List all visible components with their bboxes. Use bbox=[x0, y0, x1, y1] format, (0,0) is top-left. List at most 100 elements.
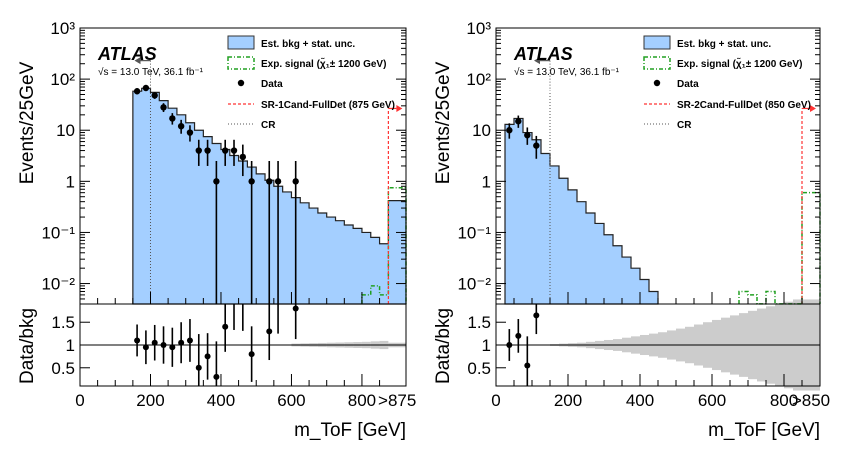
x-tick-label: 200 bbox=[554, 391, 582, 410]
ratio-point bbox=[248, 351, 255, 358]
x-axis-title: m_ToF [GeV] bbox=[294, 420, 406, 441]
ratio-axis-title: Data/bkg bbox=[17, 308, 38, 384]
y-axis-title: Events/25GeV bbox=[433, 61, 454, 184]
ratio-point bbox=[213, 373, 220, 380]
ratio-point bbox=[195, 364, 202, 371]
x-tick-label: 0 bbox=[491, 391, 500, 410]
legend-signal-label: Exp. signal (χ̃₁± 1200 GeV) bbox=[261, 57, 386, 70]
y-tick-label: 1 bbox=[66, 172, 75, 191]
legend-signal-swatch bbox=[227, 56, 255, 70]
experiment-label: ATLAS bbox=[97, 44, 157, 64]
ratio-point bbox=[222, 323, 229, 330]
data-point bbox=[292, 178, 299, 185]
data-point bbox=[186, 129, 194, 136]
ratio-point bbox=[292, 305, 299, 312]
data-point bbox=[142, 84, 150, 92]
x-tick-label: >850 bbox=[792, 391, 830, 410]
x-tick-label: 600 bbox=[698, 391, 726, 410]
ratio-point bbox=[515, 332, 522, 339]
legend-cr-label: CR bbox=[261, 120, 276, 131]
data-point bbox=[133, 88, 141, 95]
ratio-point bbox=[169, 344, 176, 351]
ratio-point bbox=[204, 353, 211, 360]
ratio-point bbox=[533, 312, 540, 319]
data-point bbox=[222, 147, 229, 154]
ratio-y-tick-label: 0.5 bbox=[467, 359, 491, 378]
y-tick-label: 10³ bbox=[466, 19, 491, 38]
data-point bbox=[230, 147, 238, 154]
x-axis-title: m_ToF [GeV] bbox=[708, 420, 820, 441]
x-tick-label: 800 bbox=[348, 391, 376, 410]
data-point bbox=[204, 147, 211, 154]
x-tick-label: 600 bbox=[277, 391, 305, 410]
y-tick-label: 10⁻² bbox=[41, 275, 75, 294]
ratio-y-tick-label: 0.5 bbox=[51, 359, 75, 378]
data-point bbox=[533, 142, 540, 149]
signal-histogram bbox=[738, 191, 821, 305]
ratio-y-tick-label: 1.5 bbox=[467, 313, 491, 332]
ratio-y-tick-label: 1 bbox=[482, 336, 491, 355]
ratio-y-tick-label: 1.5 bbox=[51, 313, 75, 332]
x-tick-label: 800 bbox=[770, 391, 798, 410]
ratio-point bbox=[266, 328, 273, 335]
data-point bbox=[266, 178, 273, 185]
legend-signal-label: Exp. signal (χ̃₁± 1200 GeV) bbox=[677, 57, 802, 70]
ratio-point bbox=[178, 339, 185, 346]
y-tick-label: 10 bbox=[56, 121, 75, 140]
legend-data-label: Data bbox=[677, 79, 699, 90]
cr-arrow-icon bbox=[534, 57, 540, 65]
x-tick-label: 400 bbox=[207, 391, 235, 410]
legend-data-marker bbox=[653, 79, 661, 87]
right-panel: 10⁻² 10⁻¹ 1 10 10² 10³ 0.5 1 1.5 0 200 400 600 800>85… bbox=[433, 19, 830, 441]
ratio-point bbox=[142, 344, 149, 351]
legend-data-marker bbox=[237, 79, 245, 87]
y-axis-title: Events/25GeV bbox=[17, 61, 38, 184]
ratio-y-tick-label: 1 bbox=[66, 336, 75, 355]
data-point bbox=[524, 131, 531, 139]
legend-sr-label: SR-2Cand-FullDet (850 GeV) bbox=[677, 100, 811, 111]
left-panel: 10⁻² 10⁻¹ 1 10 10² 10³ 0.5 1 1.5 0 200 400 600 800 >87… bbox=[17, 19, 416, 441]
legend-sr-label: SR-1Cand-FullDet (875 GeV) bbox=[261, 100, 395, 111]
legend-data-label: Data bbox=[261, 79, 283, 90]
x-tick-label: 200 bbox=[136, 391, 164, 410]
data-point bbox=[151, 92, 158, 99]
data-point bbox=[515, 118, 522, 125]
legend-bkg-swatch bbox=[643, 35, 671, 50]
x-tick-label: 0 bbox=[75, 391, 84, 410]
experiment-label: ATLAS bbox=[513, 44, 573, 64]
x-tick-label: >875 bbox=[378, 391, 416, 410]
y-tick-label: 10 bbox=[472, 121, 491, 140]
x-tick-label: 400 bbox=[626, 391, 654, 410]
y-tick-label: 10⁻¹ bbox=[457, 223, 491, 242]
legend-signal-swatch bbox=[643, 56, 671, 70]
data-point bbox=[169, 115, 176, 122]
ratio-point bbox=[134, 337, 141, 344]
cr-arrow-icon bbox=[134, 57, 141, 65]
y-tick-label: 10³ bbox=[50, 19, 75, 38]
sr-arrow-icon bbox=[810, 104, 816, 112]
y-tick-label: 1 bbox=[482, 172, 491, 191]
legend-bkg-label: Est. bkg + stat. unc. bbox=[261, 39, 355, 50]
y-tick-label: 10⁻¹ bbox=[41, 223, 75, 242]
legend-cr-label: CR bbox=[677, 120, 692, 131]
legend-bkg-label: Est. bkg + stat. unc. bbox=[677, 39, 771, 50]
data-point bbox=[506, 127, 513, 134]
data-point bbox=[177, 122, 185, 130]
data-point bbox=[213, 178, 220, 185]
ratio-point bbox=[186, 337, 193, 344]
data-point bbox=[274, 178, 282, 185]
sr-arrow-icon bbox=[396, 104, 403, 112]
ratio-point bbox=[524, 362, 531, 369]
ratio-axis-title: Data/bkg bbox=[433, 308, 454, 384]
data-point bbox=[248, 178, 255, 185]
background-histogram bbox=[504, 117, 659, 305]
energy-lumi-label: √s = 13.0 TeV, 36.1 fb⁻¹ bbox=[514, 66, 620, 78]
y-tick-label: 10⁻² bbox=[457, 275, 491, 294]
y-tick-label: 10² bbox=[466, 70, 491, 89]
legend-bkg-swatch bbox=[227, 35, 255, 50]
data-point bbox=[195, 147, 202, 154]
data-point bbox=[239, 153, 247, 161]
energy-lumi-label: √s = 13.0 TeV, 36.1 fb⁻¹ bbox=[98, 66, 204, 78]
ratio-point bbox=[151, 339, 158, 346]
